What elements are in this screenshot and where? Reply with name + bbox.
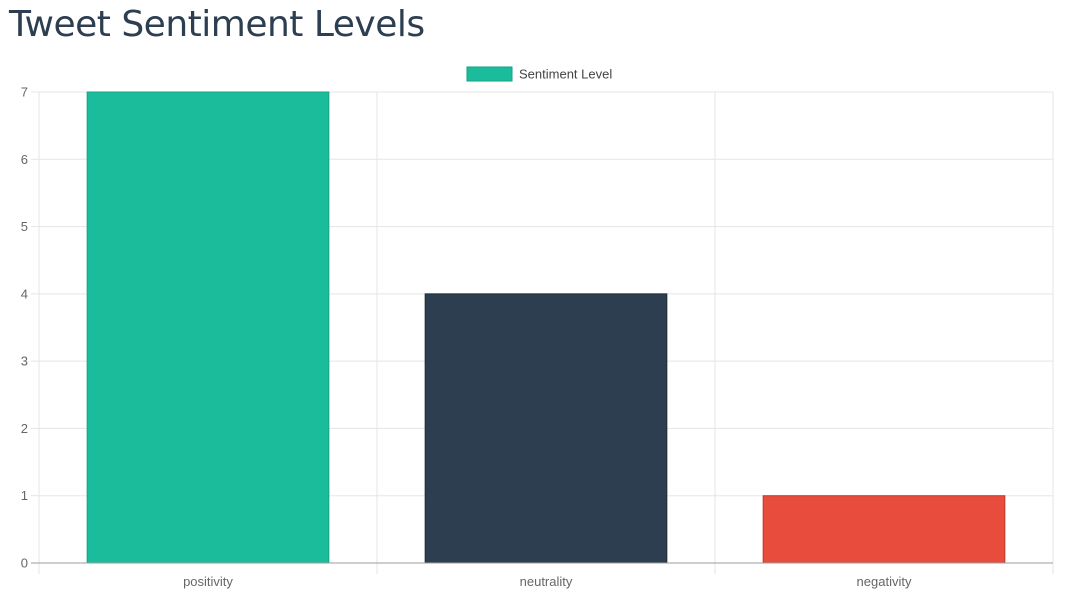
y-tick-label: 6: [21, 152, 28, 167]
legend-swatch[interactable]: [466, 66, 513, 82]
bar-negativity[interactable]: [762, 495, 1006, 564]
y-tick-label: 7: [21, 85, 28, 100]
y-tick-labels: 0 1 2 3 4 5 6 7: [21, 85, 28, 571]
bar-neutrality[interactable]: [424, 293, 668, 564]
x-tick-label: negativity: [857, 574, 912, 589]
y-tick-label: 4: [21, 286, 28, 301]
y-tick-label: 5: [21, 219, 28, 234]
axes: [31, 92, 1053, 564]
x-tick-label: positivity: [183, 574, 233, 589]
bar-positivity[interactable]: [86, 91, 330, 564]
y-tick-label: 2: [21, 421, 28, 436]
y-tick-label: 1: [21, 488, 28, 503]
bars: [86, 91, 1006, 564]
x-tick-labels: positivity neutrality negativity: [183, 574, 912, 589]
y-tick-label: 0: [21, 556, 28, 571]
legend[interactable]: Sentiment Level: [466, 66, 612, 82]
x-tick-label: neutrality: [520, 574, 573, 589]
page-title: Tweet Sentiment Levels: [9, 4, 425, 45]
y-tick-label: 3: [21, 354, 28, 369]
legend-label[interactable]: Sentiment Level: [519, 67, 612, 82]
